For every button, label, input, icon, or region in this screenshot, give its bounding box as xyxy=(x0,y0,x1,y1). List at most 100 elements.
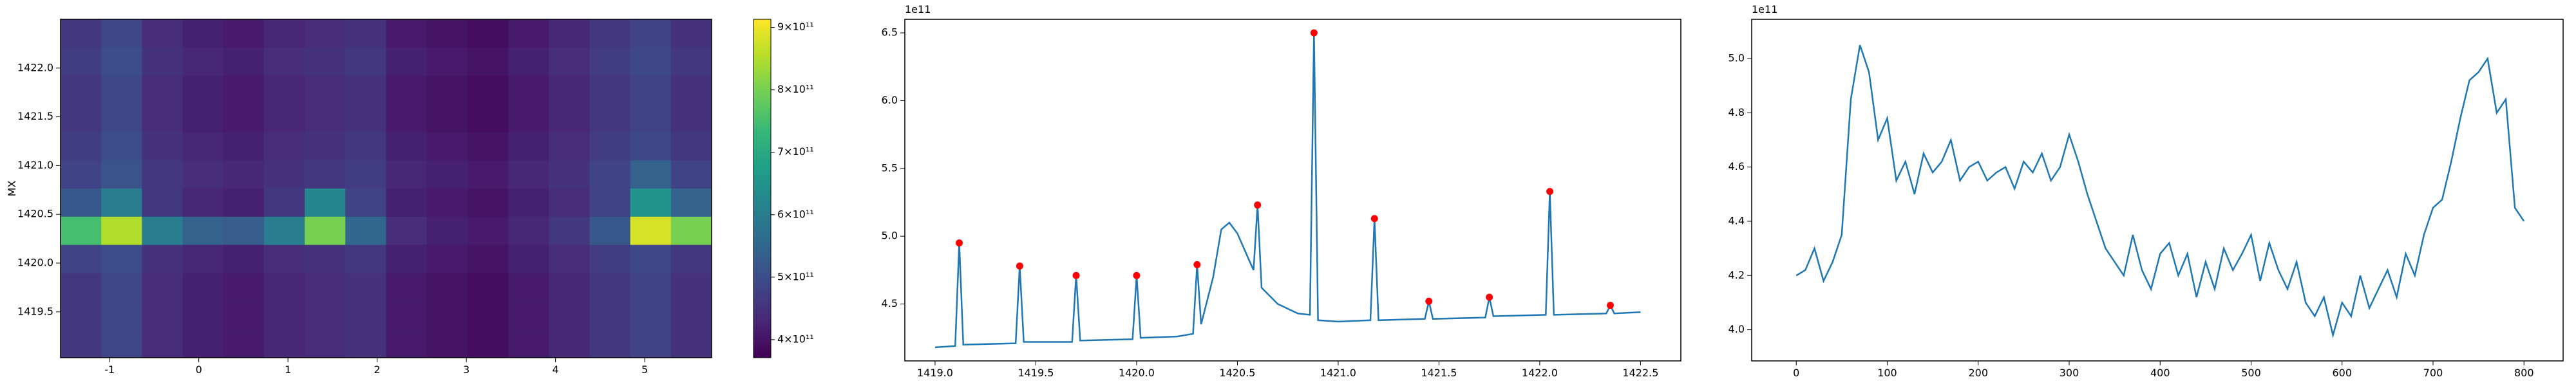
heatmap-cell xyxy=(467,244,509,273)
heatmap-cell xyxy=(182,329,224,358)
heatmap-cell xyxy=(589,301,631,330)
axes-frame xyxy=(1751,19,2564,362)
y-tick-label: 1420.0 xyxy=(17,256,53,268)
heatmap-cell xyxy=(508,273,549,302)
heatmap-cell xyxy=(223,244,265,273)
heatmap-cell xyxy=(182,301,224,330)
heatmap-cell xyxy=(61,301,102,330)
heatmap-cell xyxy=(670,19,712,48)
y-tick-label: 6.0 xyxy=(882,94,898,106)
x-tick-label: 800 xyxy=(2514,367,2534,379)
heatmap-cell xyxy=(345,244,386,273)
heatmap-cell xyxy=(508,47,549,77)
heatmap-cell xyxy=(101,244,142,273)
heatmap-cell xyxy=(223,47,265,77)
y-tick-label: 4.0 xyxy=(1728,323,1745,335)
y-tick-label: 6.5 xyxy=(882,26,898,39)
heatmap-cell xyxy=(549,19,590,48)
heatmap-cell xyxy=(386,329,428,358)
y-tick-label: 5.0 xyxy=(882,230,898,242)
heatmap-cell xyxy=(182,188,224,217)
heatmap-cell xyxy=(345,160,386,189)
heatmap-cell xyxy=(426,329,468,358)
peak-marker xyxy=(1072,271,1080,279)
heatmap-cell xyxy=(589,75,631,104)
heatmap-cell xyxy=(61,104,102,133)
heatmap-cell xyxy=(61,19,102,48)
x-tick-label: -1 xyxy=(104,363,115,376)
heatmap-cell xyxy=(467,329,509,358)
heatmap-cell xyxy=(345,273,386,302)
y-tick-label: 1421.5 xyxy=(17,110,53,122)
heatmap-cell xyxy=(142,160,184,189)
heatmap-cell xyxy=(426,19,468,48)
heatmap-cell xyxy=(630,301,672,330)
heatmap-cell xyxy=(263,47,305,77)
y-tick-label: 4.5 xyxy=(882,297,898,309)
x-tick-label: 1421.0 xyxy=(1320,367,1356,379)
heatmap-cell xyxy=(182,104,224,133)
heatmap-cell xyxy=(263,329,305,358)
heatmap-cell xyxy=(670,132,712,161)
heatmap-cell xyxy=(508,188,549,217)
heatmap-cell xyxy=(467,273,509,302)
heatmap-cell xyxy=(508,160,549,189)
x-tick-label: 600 xyxy=(2332,367,2352,379)
heatmap-cell xyxy=(589,104,631,133)
peak-marker xyxy=(1370,215,1378,223)
heatmap-cell xyxy=(630,273,672,302)
heatmap-cell xyxy=(305,216,346,246)
heatmap-cell xyxy=(508,329,549,358)
heatmap-cell xyxy=(345,301,386,330)
y-tick-label: 4.6 xyxy=(1728,160,1745,172)
heatmap-cell xyxy=(345,104,386,133)
heatmap-cell xyxy=(386,188,428,217)
x-tick-label: 500 xyxy=(2241,367,2261,379)
heatmap-cell xyxy=(61,75,102,104)
heatmap-cell xyxy=(630,244,672,273)
heatmap-cell xyxy=(142,47,184,77)
y-tick-label: 4.2 xyxy=(1728,269,1745,281)
heatmap-cell xyxy=(101,160,142,189)
heatmap-cell xyxy=(467,188,509,217)
heatmap-cell xyxy=(549,329,590,358)
heatmap-cell xyxy=(182,47,224,77)
heatmap-cell xyxy=(386,47,428,77)
heatmap-cell xyxy=(142,301,184,330)
heatmap-cell xyxy=(630,132,672,161)
colorbar-tick-label: 5×10¹¹ xyxy=(777,270,814,282)
y-offset-label: 1e11 xyxy=(905,3,931,15)
heatmap-cell xyxy=(467,301,509,330)
heatmap-cell xyxy=(263,273,305,302)
peak-marker xyxy=(1193,261,1201,268)
heatmap-cell xyxy=(345,19,386,48)
heatmap-cell xyxy=(386,75,428,104)
heatmap-cell xyxy=(101,301,142,330)
heatmap-cell xyxy=(305,132,346,161)
peak-marker xyxy=(1425,297,1433,305)
heatmap-cell xyxy=(467,216,509,246)
heatmap-cell xyxy=(508,244,549,273)
heatmap-cell xyxy=(142,244,184,273)
heatmap-cell xyxy=(223,188,265,217)
heatmap-cell xyxy=(630,104,672,133)
heatmap-cell xyxy=(467,47,509,77)
heatmap-cell xyxy=(345,329,386,358)
heatmap-cell xyxy=(142,104,184,133)
heatmap-cell xyxy=(467,104,509,133)
heatmap-cell xyxy=(670,244,712,273)
x-tick-label: 1 xyxy=(285,363,291,376)
heatmap-cell xyxy=(263,216,305,246)
heatmap-cell xyxy=(263,19,305,48)
axes-frame xyxy=(904,19,1681,362)
heatmap-cell xyxy=(182,132,224,161)
axes-frame xyxy=(60,19,712,358)
x-tick-label: 0 xyxy=(1793,367,1799,379)
x-tick-label: 2 xyxy=(374,363,381,376)
peak-marker xyxy=(1016,262,1023,270)
heatmap-cell xyxy=(101,273,142,302)
heatmap-cell xyxy=(549,216,590,246)
heatmap-cell xyxy=(61,160,102,189)
heatmap-cell xyxy=(467,19,509,48)
